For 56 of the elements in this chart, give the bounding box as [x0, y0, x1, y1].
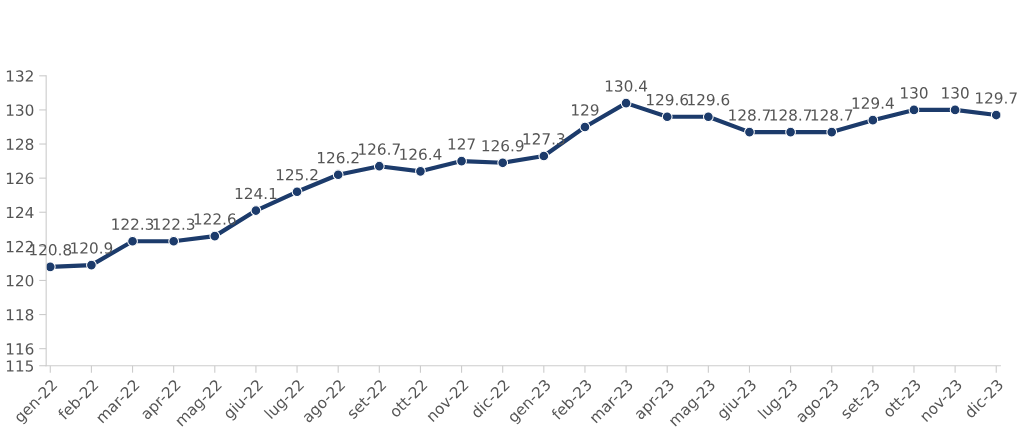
point — [579, 121, 591, 133]
data-label: 124.1 — [235, 187, 277, 200]
y-tick-label: 115 — [6, 360, 34, 372]
y-tick-label: 118 — [6, 309, 34, 321]
point — [373, 160, 385, 172]
data-label: 128.7 — [811, 109, 853, 121]
point — [538, 150, 550, 162]
data-label: 130.4 — [605, 80, 648, 92]
point — [826, 126, 838, 138]
point — [908, 104, 920, 116]
point — [702, 111, 714, 123]
data-label: 125.2 — [276, 168, 318, 181]
point — [990, 109, 1001, 121]
data-label: 129.6 — [647, 93, 689, 106]
point — [661, 111, 673, 123]
data-label: 120.9 — [71, 242, 113, 254]
data-label: 129.4 — [852, 97, 894, 109]
point — [949, 104, 961, 116]
y-tick-label: 116 — [6, 343, 34, 355]
point — [46, 261, 56, 273]
y-tick-label: 124 — [6, 206, 34, 219]
y-tick-label: 120 — [6, 274, 34, 287]
data-label: 122.3 — [112, 218, 154, 230]
data-label: 126.4 — [400, 148, 442, 161]
point — [497, 157, 509, 169]
data-label: 128.7 — [770, 109, 812, 121]
data-label: 126.7 — [359, 143, 400, 155]
data-label: 122.3 — [153, 218, 195, 230]
point — [291, 186, 303, 198]
data-label: 129 — [572, 104, 599, 116]
y-tick-label: 128 — [6, 138, 34, 151]
point — [867, 114, 879, 126]
data-label: 122.6 — [194, 213, 236, 225]
point — [744, 126, 755, 138]
point — [250, 205, 262, 216]
y-tick-label: 126 — [6, 172, 34, 185]
point — [209, 230, 221, 242]
data-label: 126.2 — [317, 151, 359, 164]
data-label: 130 — [901, 87, 928, 99]
point — [127, 235, 138, 247]
data-label: 129.6 — [688, 93, 730, 106]
point — [456, 155, 467, 167]
point — [620, 97, 632, 109]
data-label: 129.7 — [976, 92, 1017, 104]
point — [785, 126, 796, 138]
point — [415, 165, 426, 177]
y-tick-label: 130 — [6, 104, 34, 116]
point — [168, 235, 180, 247]
y-tick-label: 132 — [6, 70, 33, 82]
point — [86, 259, 97, 271]
data-label: 128.7 — [729, 109, 771, 121]
data-label: 127.3 — [523, 133, 565, 145]
data-label: 130 — [942, 87, 969, 99]
data-label: 127 — [448, 138, 475, 150]
data-label: 126.9 — [482, 139, 524, 152]
point — [332, 169, 344, 181]
